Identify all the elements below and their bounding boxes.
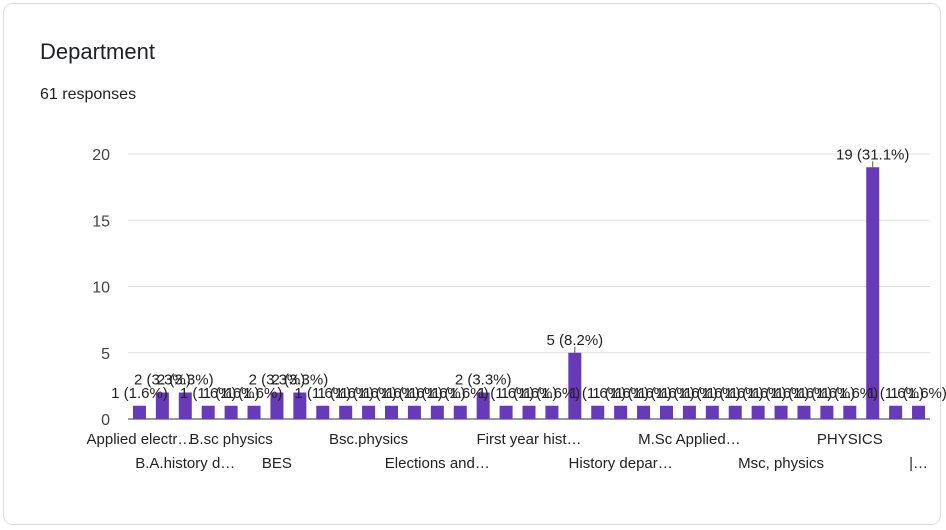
data-label: 5 (8.2%)	[546, 332, 603, 349]
data-label: 1 (1.6%)	[890, 385, 946, 402]
x-tick-label: B.sc physics	[189, 431, 272, 448]
data-label: 1 (1.6%)	[432, 385, 489, 402]
data-label: 1 (1.6%)	[638, 385, 695, 402]
data-label: 1 (1.6%)	[730, 385, 787, 402]
chart-card: Department 61 responses	[3, 3, 941, 525]
y-tick-label: 5	[101, 346, 110, 363]
bar[interactable]	[499, 405, 513, 419]
data-label: 1 (1.6%)	[203, 385, 260, 402]
bar[interactable]	[751, 405, 765, 419]
data-label: 1 (1.6%)	[799, 385, 856, 402]
data-label: 1 (1.6%)	[409, 385, 466, 402]
chart-title: Department	[40, 39, 155, 64]
bar[interactable]	[385, 405, 399, 419]
y-axis: 0 5 10 15 20	[92, 147, 110, 429]
x-tick-label: Elections and…	[385, 455, 490, 472]
x-tick-label: Msc, physics	[738, 455, 824, 472]
bar[interactable]	[316, 405, 330, 419]
data-label: 1 (1.6%)	[776, 385, 833, 402]
bar[interactable]	[339, 405, 353, 419]
bar[interactable]	[797, 405, 811, 419]
bar[interactable]	[201, 405, 215, 419]
bar[interactable]	[568, 352, 582, 419]
data-label: 1 (1.6%)	[340, 385, 397, 402]
data-label: 1 (1.6%)	[363, 385, 420, 402]
data-label: 1 (1.6%)	[615, 385, 672, 402]
x-tick-label: B.A.history d…	[135, 455, 235, 472]
y-tick-label: 0	[101, 412, 110, 429]
bar[interactable]	[224, 405, 238, 419]
data-label: 1 (1.6%)	[753, 385, 810, 402]
bar[interactable]	[247, 405, 261, 419]
data-label: 2 (3.3%)	[272, 372, 329, 389]
bar[interactable]	[774, 405, 788, 419]
bars[interactable]	[132, 167, 926, 420]
grid-lines	[128, 153, 930, 420]
bar[interactable]	[614, 405, 628, 419]
bar[interactable]	[270, 392, 284, 420]
data-label: 1 (1.6%)	[226, 385, 283, 402]
x-tick-label: Bsc.physics	[329, 431, 408, 448]
data-label: 1 (1.6%)	[661, 385, 718, 402]
data-label: 1 (1.6%)	[111, 385, 168, 402]
bar[interactable]	[659, 405, 673, 419]
bar[interactable]	[820, 405, 834, 419]
y-tick-label: 20	[92, 147, 110, 164]
bar[interactable]	[889, 405, 903, 419]
bar[interactable]	[407, 405, 421, 419]
bar[interactable]	[476, 392, 490, 420]
bar[interactable]	[293, 392, 307, 420]
bar[interactable]	[362, 405, 376, 419]
data-label: 1 (1.6%)	[867, 385, 924, 402]
data-label: 19 (31.1%)	[836, 146, 909, 163]
data-label: 1 (1.6%)	[386, 385, 443, 402]
data-label: 2 (3.3%)	[134, 372, 191, 389]
data-label: 2 (3.3%)	[157, 372, 214, 389]
bar[interactable]	[843, 405, 857, 419]
bar[interactable]	[705, 405, 719, 419]
x-tick-label: BES	[262, 455, 292, 472]
data-label: 1 (1.6%)	[478, 385, 535, 402]
data-label: 1 (1.6%)	[501, 385, 558, 402]
data-label: 1 (1.6%)	[684, 385, 741, 402]
bar[interactable]	[591, 405, 605, 419]
x-tick-label: History depar…	[569, 455, 673, 472]
y-tick-label: 15	[92, 213, 110, 230]
response-count: 61 responses	[40, 86, 137, 103]
bar[interactable]	[522, 405, 536, 419]
data-label: 2 (3.3%)	[249, 372, 306, 389]
bar[interactable]	[545, 405, 559, 419]
data-label: 1 (1.6%)	[569, 385, 626, 402]
data-label: 2 (3.3%)	[455, 372, 512, 389]
bar[interactable]	[155, 392, 169, 420]
bar[interactable]	[430, 405, 444, 419]
bar[interactable]	[453, 405, 467, 419]
bar[interactable]	[728, 405, 742, 419]
x-tick-label: |…	[909, 455, 928, 472]
bar[interactable]	[912, 405, 926, 419]
x-axis-labels: Applied electr… B.A.history d… B.sc physic…	[87, 431, 928, 472]
data-label: 1 (1.6%)	[317, 385, 374, 402]
data-label: 1 (1.6%)	[294, 385, 351, 402]
bar[interactable]	[178, 392, 192, 420]
bar[interactable]	[637, 405, 651, 419]
data-label: 1 (1.6%)	[821, 385, 878, 402]
x-tick-label: Applied electr…	[87, 431, 193, 448]
data-label: 1 (1.6%)	[707, 385, 764, 402]
data-label: 1 (1.6%)	[524, 385, 581, 402]
bar[interactable]	[682, 405, 696, 419]
data-label: 1 (1.6%)	[592, 385, 649, 402]
y-tick-label: 10	[92, 280, 110, 297]
data-labels: 1 (1.6%)2 (3.3%)2 (3.3%)1 (1.6%)1 (1.6%)…	[111, 146, 946, 402]
bar[interactable]	[132, 405, 146, 419]
bar[interactable]	[866, 167, 880, 419]
x-tick-label: First year hist…	[476, 431, 581, 448]
x-tick-label: PHYSICS	[817, 431, 883, 448]
x-tick-label: M.Sc Applied…	[638, 431, 741, 448]
data-label: 1 (1.6%)	[180, 385, 237, 402]
